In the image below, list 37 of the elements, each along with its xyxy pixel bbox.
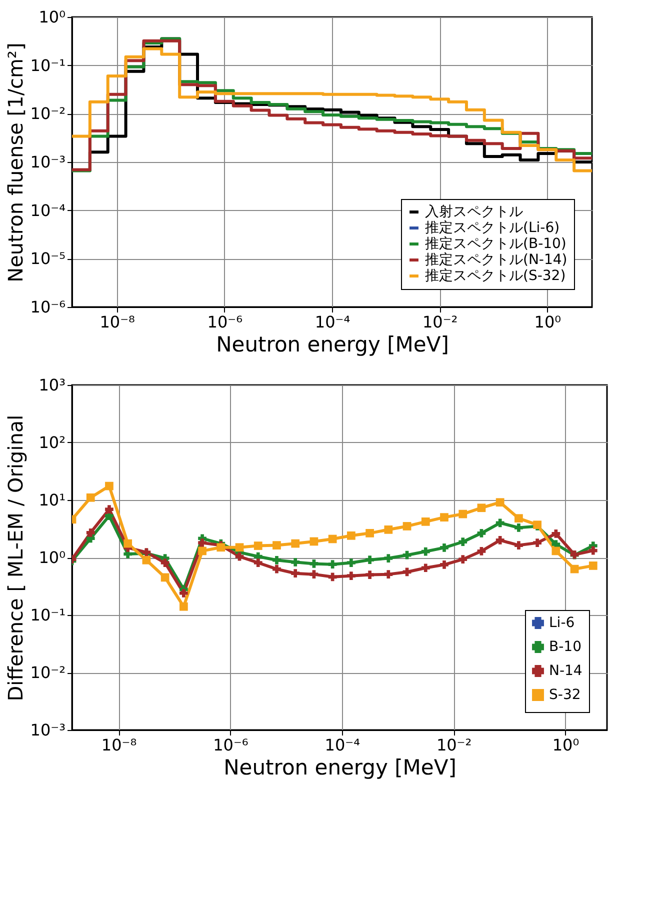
x-tick-label: 10⁰	[552, 736, 580, 754]
x-axis-title: Neutron energy [MeV]	[224, 756, 456, 780]
x-tick-label: 10⁻⁸	[100, 312, 135, 332]
x-axis-title: Neutron energy [MeV]	[216, 332, 449, 356]
legend-label: 推定スペクトル(B-10)	[425, 236, 566, 252]
legend-label: 推定スペクトル(S-32)	[425, 268, 566, 284]
legend-label: 入射スペクトル	[425, 204, 523, 220]
x-tick-label: 10⁻⁴	[314, 312, 350, 332]
legend-label: B-10	[549, 639, 582, 655]
x-tick-label: 10⁰	[534, 312, 562, 332]
y-axis-title: Neutron fluense [1/cm²]	[3, 42, 28, 282]
y-axis-title: Difference [ ML-EM / Original	[3, 414, 28, 702]
x-tick-label: 10⁻⁶	[213, 736, 248, 754]
y-tick-label: 10⁰	[38, 8, 66, 26]
x-tick-label: 10⁻⁸	[101, 736, 137, 754]
x-tick-label: 10⁻⁶	[207, 312, 243, 332]
y-tick-label: 10¹	[38, 490, 66, 510]
y-tick-label: 10²	[38, 433, 66, 452]
y-tick-label: 10³	[38, 376, 66, 394]
legend-label: 推定スペクトル(Li-6)	[425, 220, 560, 236]
x-tick-label: 10⁻²	[436, 736, 472, 754]
legend-label: Li-6	[549, 615, 575, 631]
x-tick-label: 10⁻⁴	[324, 736, 360, 754]
x-tick-label: 10⁻²	[422, 312, 458, 332]
legend-label: 推定スペクトル(N-14)	[425, 252, 568, 268]
y-tick-label: 10⁻³	[30, 152, 66, 172]
y-tick-label: 10⁻³	[30, 720, 66, 740]
y-tick-label: 10⁻¹	[30, 606, 66, 624]
y-tick-label: 10⁻²	[30, 663, 66, 682]
legend-label: N-14	[549, 663, 582, 679]
y-tick-label: 10⁻¹	[30, 56, 66, 75]
y-tick-label: 10⁻⁴	[30, 200, 66, 220]
y-tick-label: 10⁻⁶	[30, 298, 66, 316]
y-tick-label: 10⁰	[38, 548, 66, 567]
y-tick-label: 10⁻⁵	[30, 249, 66, 268]
legend-label: S-32	[549, 687, 581, 703]
y-tick-label: 10⁻²	[30, 104, 66, 124]
